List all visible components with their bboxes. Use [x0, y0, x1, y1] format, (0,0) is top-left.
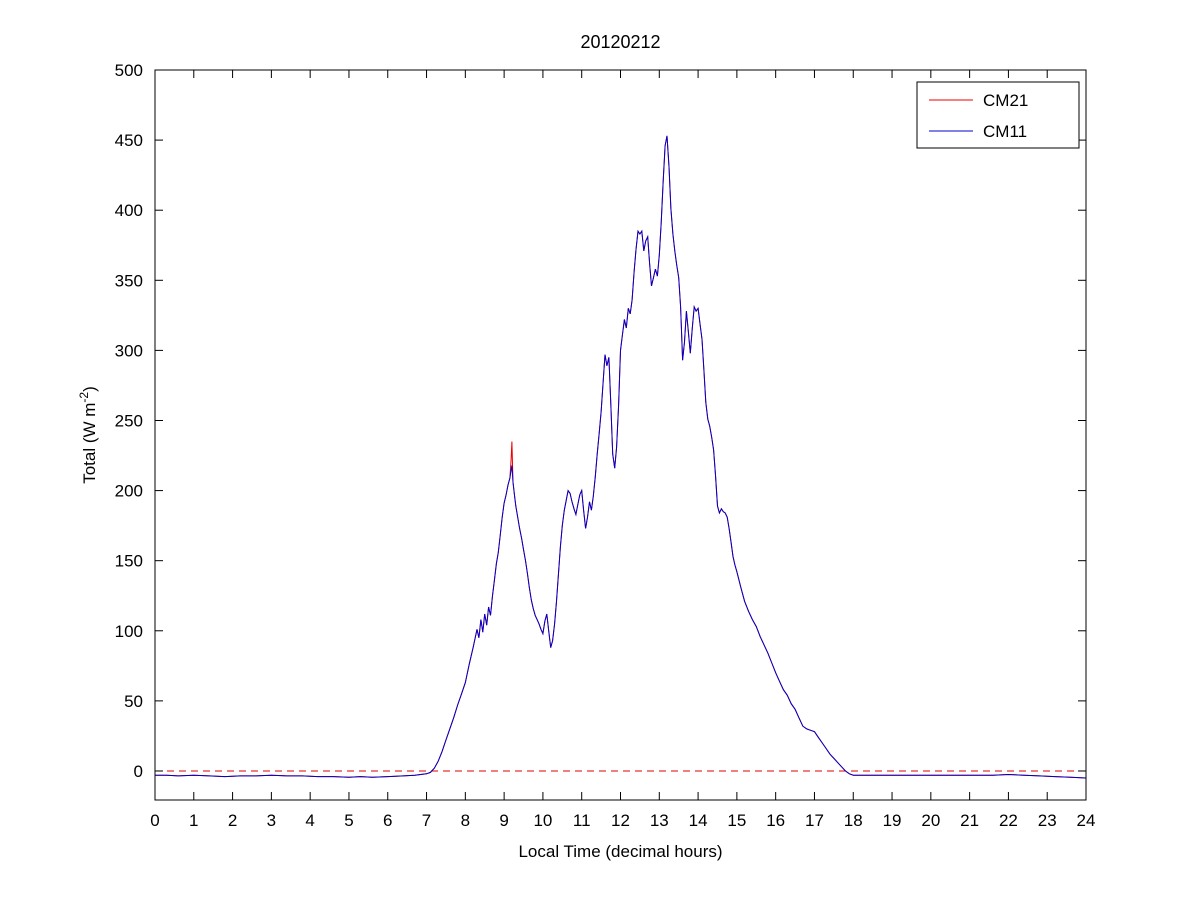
- svg-text:15: 15: [727, 811, 746, 830]
- svg-text:10: 10: [533, 811, 552, 830]
- svg-text:18: 18: [844, 811, 863, 830]
- svg-text:4: 4: [305, 811, 314, 830]
- chart-title: 20120212: [580, 32, 660, 52]
- svg-text:250: 250: [115, 411, 143, 430]
- legend-label-cm21: CM21: [983, 91, 1028, 110]
- svg-text:8: 8: [461, 811, 470, 830]
- svg-text:24: 24: [1077, 811, 1096, 830]
- x-tick-labels: 0 1 2 3 4 5 6 7 8 9 10 11 12 13 14 15 16 17 18 19 20 21 22 23 24: [150, 811, 1095, 830]
- svg-text:23: 23: [1038, 811, 1057, 830]
- svg-text:16: 16: [766, 811, 785, 830]
- svg-text:7: 7: [422, 811, 431, 830]
- svg-text:0: 0: [150, 811, 159, 830]
- svg-text:13: 13: [650, 811, 669, 830]
- svg-text:3: 3: [267, 811, 276, 830]
- x-axis-label: Local Time (decimal hours): [518, 842, 722, 861]
- svg-text:14: 14: [689, 811, 708, 830]
- svg-text:300: 300: [115, 341, 143, 360]
- svg-text:2: 2: [228, 811, 237, 830]
- svg-text:9: 9: [499, 811, 508, 830]
- svg-text:400: 400: [115, 201, 143, 220]
- svg-text:350: 350: [115, 271, 143, 290]
- svg-text:500: 500: [115, 61, 143, 80]
- legend: CM21 CM11: [916, 81, 1080, 149]
- svg-text:12: 12: [611, 811, 630, 830]
- svg-text:1: 1: [189, 811, 198, 830]
- svg-text:200: 200: [115, 482, 143, 501]
- svg-text:19: 19: [883, 811, 902, 830]
- y-axis-label: Total (W m-2): [77, 386, 99, 484]
- svg-text:450: 450: [115, 131, 143, 150]
- svg-text:17: 17: [805, 811, 824, 830]
- plot-area: [155, 70, 1086, 800]
- svg-text:0: 0: [134, 762, 143, 781]
- svg-text:20: 20: [921, 811, 940, 830]
- svg-text:11: 11: [573, 811, 591, 830]
- svg-text:21: 21: [960, 811, 979, 830]
- svg-text:22: 22: [999, 811, 1018, 830]
- tick-marks: [154, 69, 1087, 800]
- legend-box: [916, 81, 1080, 149]
- legend-label-cm11: CM11: [983, 122, 1027, 141]
- svg-text:150: 150: [115, 552, 143, 571]
- svg-text:50: 50: [124, 692, 143, 711]
- svg-text:100: 100: [115, 622, 143, 641]
- y-tick-labels: 0 50 100 150 200 250 300 350 400 450 500: [115, 61, 143, 781]
- svg-text:6: 6: [383, 811, 392, 830]
- svg-text:5: 5: [344, 811, 353, 830]
- series-line-cm11: [155, 135, 1087, 779]
